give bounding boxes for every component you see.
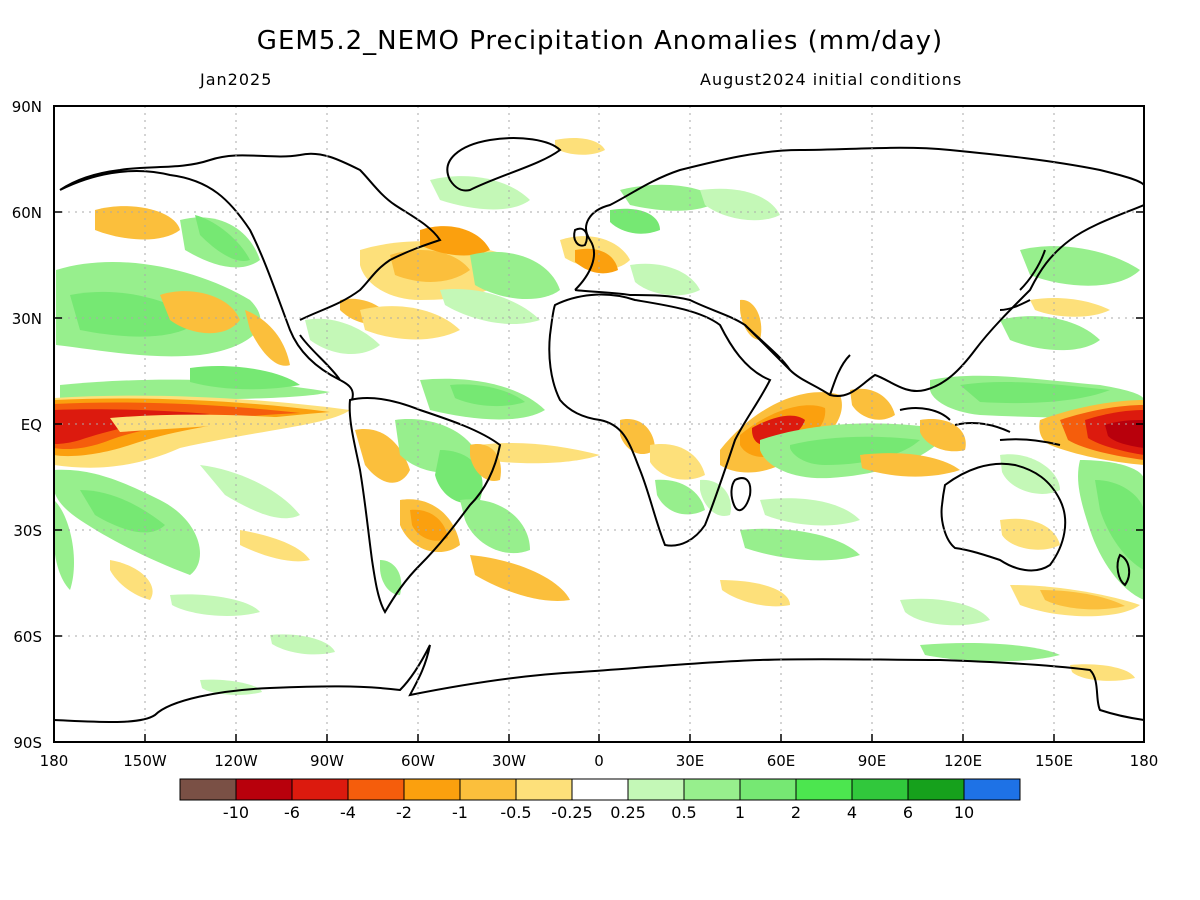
colorbar-label-13: 10 (954, 803, 974, 822)
colorbar-label-4: -1 (452, 803, 468, 822)
lat-label-30s: 30S (13, 522, 42, 540)
colorbar-swatch-13 (907, 778, 965, 801)
colorbar-swatch-11 (795, 778, 853, 801)
lon-label-180w: 180 (40, 752, 69, 770)
colorbar-swatch-4 (403, 778, 461, 801)
lon-label-30e: 30E (676, 752, 705, 770)
colorbar-swatch-10 (739, 778, 797, 801)
colorbar (179, 778, 1021, 801)
lon-label-120e: 120E (944, 752, 982, 770)
lat-label-90n: 90N (12, 98, 42, 116)
colorbar-swatch-2 (291, 778, 349, 801)
lon-label-90w: 90W (310, 752, 344, 770)
colorbar-swatch-5 (459, 778, 517, 801)
initial-conditions-label: August2024 initial conditions (700, 70, 963, 89)
colorbar-labels: -10 -6 -4 -2 -1 -0.5 -0.25 0.25 0.5 1 2 4 6 10 (223, 803, 974, 822)
lon-label-150e: 150E (1035, 752, 1073, 770)
colorbar-label-1: -6 (284, 803, 300, 822)
lon-label-30w: 30W (492, 752, 526, 770)
colorbar-swatch-3 (347, 778, 405, 801)
lon-label-60w: 60W (401, 752, 435, 770)
lat-label-60n: 60N (12, 204, 42, 222)
lon-label-90e: 90E (858, 752, 887, 770)
colorbar-label-2: -4 (340, 803, 356, 822)
lat-label-eq: EQ (21, 416, 42, 434)
lon-label-180e: 180 (1130, 752, 1159, 770)
colorbar-swatch-6 (515, 778, 573, 801)
colorbar-swatch-9 (683, 778, 741, 801)
colorbar-swatch-7 (571, 778, 629, 801)
longitude-labels: 180 150W 120W 90W 60W 30W 0 30E 60E 90E … (40, 752, 1159, 770)
lon-label-0: 0 (594, 752, 604, 770)
colorbar-swatch-12 (851, 778, 909, 801)
colorbar-label-11: 4 (847, 803, 857, 822)
colorbar-label-12: 6 (903, 803, 913, 822)
lat-label-60s: 60S (13, 628, 42, 646)
axis-ticks (54, 211, 1144, 742)
forecast-month-label: Jan2025 (200, 70, 273, 89)
lon-label-120w: 120W (214, 752, 258, 770)
colorbar-label-0: -10 (223, 803, 249, 822)
colorbar-label-5: -0.5 (500, 803, 531, 822)
colorbar-swatch-1 (235, 778, 293, 801)
colorbar-swatch-8 (627, 778, 685, 801)
colorbar-label-7: 0.25 (610, 803, 646, 822)
lat-label-90s: 90S (13, 734, 42, 752)
colorbar-swatch-14 (963, 778, 1021, 801)
map-title: GEM5.2_NEMO Precipitation Anomalies (mm/… (256, 26, 944, 56)
coastlines (54, 137, 1144, 724)
colorbar-label-9: 1 (735, 803, 745, 822)
latitude-labels: 90N 60N 30N EQ 30S 60S 90S (12, 98, 42, 752)
colorbar-label-10: 2 (791, 803, 801, 822)
lon-label-60e: 60E (767, 752, 796, 770)
colorbar-swatch-0 (179, 778, 237, 801)
colorbar-label-6: -0.25 (551, 803, 592, 822)
colorbar-label-8: 0.5 (671, 803, 696, 822)
colorbar-label-3: -2 (396, 803, 412, 822)
graticule (54, 106, 1144, 742)
lon-label-150w: 150W (123, 752, 167, 770)
lat-label-30n: 30N (12, 310, 42, 328)
